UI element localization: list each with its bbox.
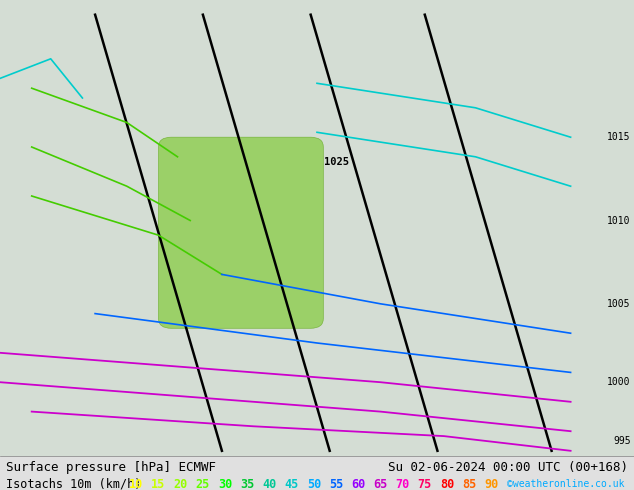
Text: 75: 75 — [418, 478, 432, 490]
Bar — [0, 456, 634, 490]
Text: 85: 85 — [462, 478, 476, 490]
Text: 55: 55 — [329, 478, 343, 490]
FancyBboxPatch shape — [158, 137, 323, 328]
Text: 35: 35 — [240, 478, 254, 490]
Text: 65: 65 — [373, 478, 387, 490]
Text: Surface pressure [hPa] ECMWF: Surface pressure [hPa] ECMWF — [6, 462, 216, 474]
Text: 30: 30 — [218, 478, 232, 490]
Text: 1010: 1010 — [607, 216, 631, 225]
Text: ©weatheronline.co.uk: ©weatheronline.co.uk — [507, 479, 624, 489]
Text: 25: 25 — [196, 478, 210, 490]
Text: Su 02-06-2024 00:00 UTC (00+168): Su 02-06-2024 00:00 UTC (00+168) — [387, 462, 628, 474]
Text: 10: 10 — [129, 478, 143, 490]
Text: 1015: 1015 — [607, 132, 631, 142]
Text: 80: 80 — [440, 478, 454, 490]
Text: 1000: 1000 — [607, 377, 631, 387]
Text: 20: 20 — [174, 478, 188, 490]
Text: 40: 40 — [262, 478, 276, 490]
Text: 1025: 1025 — [323, 157, 349, 167]
Text: 45: 45 — [285, 478, 299, 490]
Text: 50: 50 — [307, 478, 321, 490]
Text: 60: 60 — [351, 478, 365, 490]
Text: 15: 15 — [152, 478, 165, 490]
Text: 1005: 1005 — [607, 299, 631, 309]
Text: 995: 995 — [613, 436, 631, 446]
Text: 70: 70 — [396, 478, 410, 490]
Text: Isotachs 10m (km/h): Isotachs 10m (km/h) — [6, 478, 142, 490]
Text: 90: 90 — [484, 478, 498, 490]
